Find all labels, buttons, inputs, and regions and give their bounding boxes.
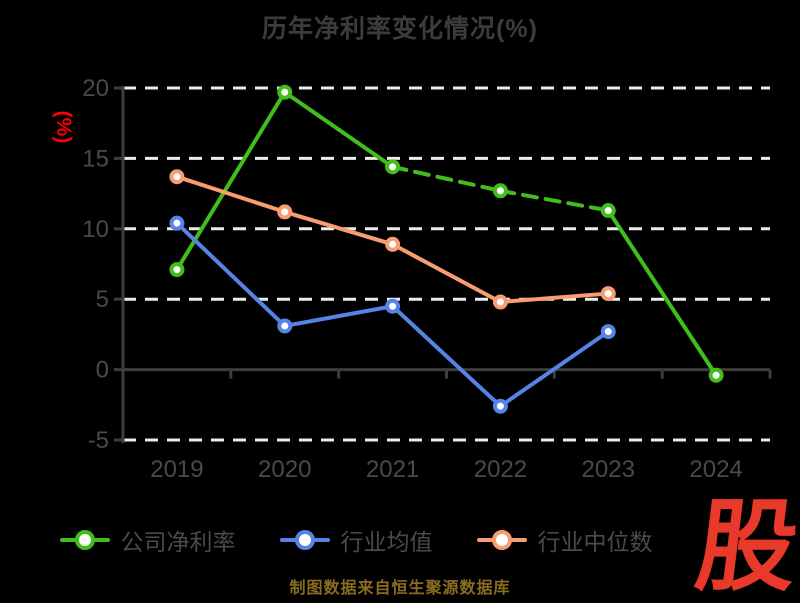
series-1-segment — [282, 304, 395, 328]
series-0-data-point[interactable] — [169, 262, 185, 278]
series-0-data-point[interactable] — [385, 159, 401, 175]
legend-item-0[interactable]: 公司净利率 — [59, 523, 236, 557]
legend-marker-icon — [476, 530, 527, 550]
y-tick-label: 15 — [82, 145, 109, 172]
series-2-data-point[interactable] — [169, 169, 185, 185]
series-2-segment — [390, 242, 503, 305]
y-tick-label: 0 — [96, 357, 109, 384]
series-2-segment — [174, 174, 287, 214]
series-2-segment — [282, 209, 395, 247]
legend-label: 行业均值 — [340, 529, 433, 555]
legend-marker-icon — [279, 530, 330, 550]
series-0-segment — [606, 208, 719, 378]
chart-title: 历年净利率变化情况(%) — [262, 15, 538, 43]
y-tick-label: 5 — [96, 286, 109, 313]
series-0-segment — [282, 90, 395, 169]
series-0-data-point[interactable] — [600, 202, 616, 218]
y-tick-label: 10 — [82, 216, 109, 243]
series-0-segment — [498, 188, 611, 213]
net-margin-line-chart: 20 15 10 5 0 -5 2019 2020 2021 2022 2023 2024 — [82, 75, 772, 483]
legend-marker-dot — [294, 530, 315, 550]
y-tick-label: -5 — [88, 427, 109, 454]
series-1-segment — [174, 221, 287, 328]
x-tick-label: 2020 — [258, 456, 311, 483]
x-tick-label: 2024 — [689, 456, 742, 483]
legend-item-2[interactable]: 行业中位数 — [476, 523, 653, 557]
series-2-data-point[interactable] — [277, 204, 293, 220]
source-caption: 制图数据来自恒生聚源数据库 — [289, 580, 511, 597]
series-1-data-point[interactable] — [169, 215, 185, 231]
x-tick-label: 2021 — [366, 456, 419, 483]
series-2-data-point[interactable] — [385, 236, 401, 252]
brand-logo: 股 — [690, 491, 800, 603]
series-1-segment — [390, 304, 503, 409]
x-tick-label: 2019 — [150, 456, 203, 483]
legend-label: 行业中位数 — [537, 529, 653, 555]
legend: 公司净利率 行业均值 行业中位数 — [0, 522, 712, 558]
legend-label: 公司净利率 — [120, 529, 236, 555]
legend-marker-dot — [491, 530, 512, 550]
series-2-data-point[interactable] — [492, 294, 508, 310]
series-1-data-point[interactable] — [492, 398, 508, 414]
series-1-data-point[interactable] — [385, 298, 401, 314]
x-tick-label: 2022 — [474, 456, 527, 483]
series-0-data-point[interactable] — [492, 183, 508, 199]
series-1-segment — [498, 329, 611, 409]
series-0-data-point[interactable] — [708, 367, 724, 383]
series-2-data-point[interactable] — [600, 286, 616, 302]
series-0-segment — [390, 164, 503, 193]
legend-item-1[interactable]: 行业均值 — [279, 523, 433, 557]
series-1-data-point[interactable] — [600, 324, 616, 340]
series-1-data-point[interactable] — [277, 318, 293, 334]
legend-marker-icon — [59, 530, 110, 550]
series-2-segment — [498, 291, 611, 305]
x-tick-label: 2023 — [582, 456, 635, 483]
series-0-data-point[interactable] — [277, 84, 293, 100]
y-tick-label: 20 — [82, 75, 109, 102]
legend-marker-dot — [74, 530, 95, 550]
